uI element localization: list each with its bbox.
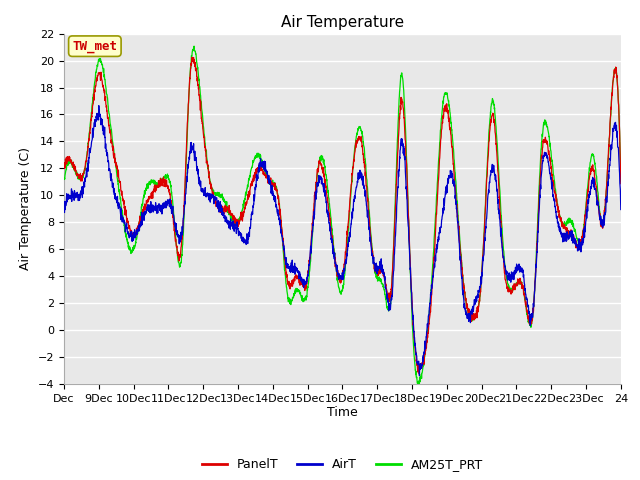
Text: TW_met: TW_met xyxy=(72,40,117,53)
Legend: PanelT, AirT, AM25T_PRT: PanelT, AirT, AM25T_PRT xyxy=(196,453,488,476)
Title: Air Temperature: Air Temperature xyxy=(281,15,404,30)
X-axis label: Time: Time xyxy=(327,407,358,420)
Y-axis label: Air Temperature (C): Air Temperature (C) xyxy=(19,147,32,270)
